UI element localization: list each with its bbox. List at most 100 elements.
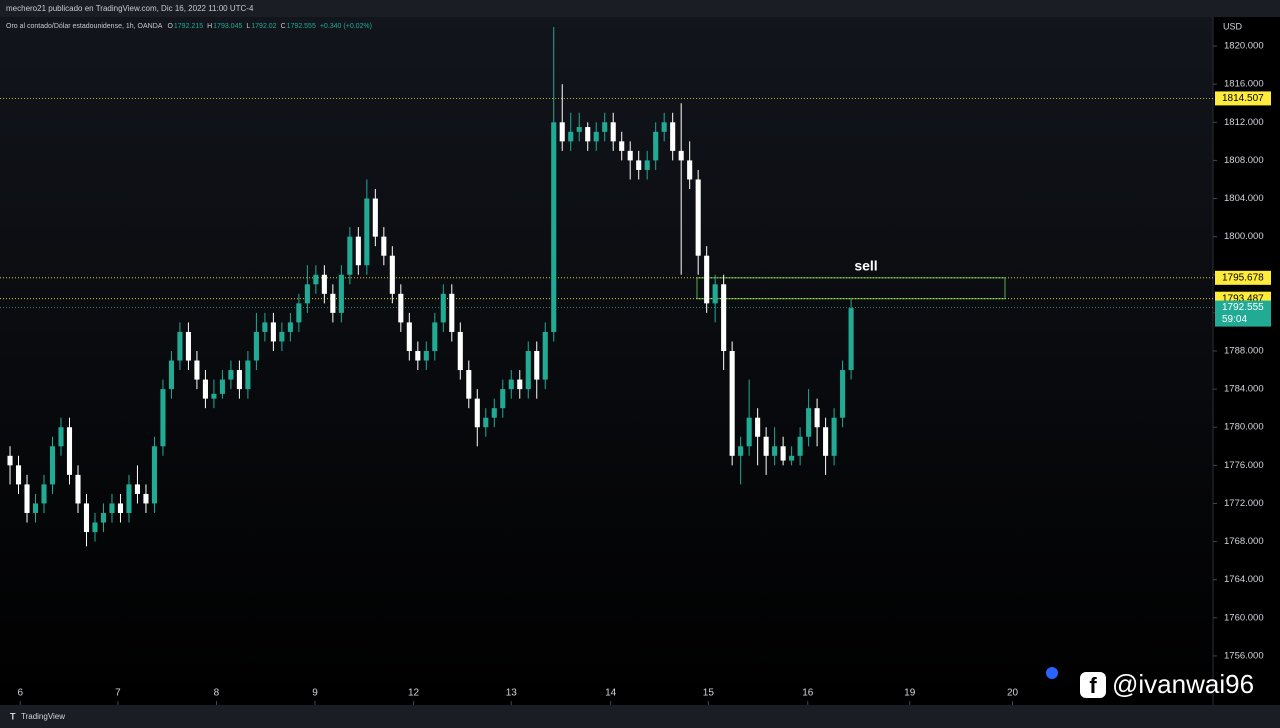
candle-body — [440, 293, 446, 323]
candle-body — [83, 503, 90, 533]
candle-body — [602, 122, 608, 132]
candle-body — [313, 274, 319, 285]
y-tick-label: 1760.000 — [1224, 612, 1264, 623]
last-price-bg — [1215, 300, 1271, 327]
y-tick-label: 1812.000 — [1224, 117, 1264, 128]
candle-body — [636, 160, 642, 170]
candle-body — [270, 322, 276, 342]
candle-body — [381, 236, 387, 256]
level-label-bg — [1215, 91, 1271, 106]
candle-body — [806, 408, 812, 437]
candle-body — [831, 417, 837, 456]
candle-body — [75, 474, 81, 504]
candle-body — [24, 484, 30, 513]
candle-body — [304, 284, 310, 304]
candle-body — [491, 408, 497, 418]
level-label: 1793.487 — [1222, 293, 1264, 304]
candle-body — [789, 455, 795, 461]
candle-body — [109, 503, 115, 513]
y-tick-label: 1772.000 — [1224, 498, 1264, 509]
candle-body — [58, 427, 64, 447]
fb-letter: f — [1089, 673, 1097, 698]
candle-body — [653, 131, 659, 161]
x-tick-label: 16 — [802, 688, 814, 699]
candle-body — [840, 370, 846, 418]
currency: USD — [1223, 21, 1243, 31]
legend-value: 1793.045 — [213, 23, 242, 30]
candle-body — [449, 293, 455, 332]
candle-body — [508, 379, 514, 390]
x-tick-label: 6 — [17, 688, 23, 699]
candle-body — [117, 503, 124, 513]
candle-body — [712, 284, 718, 304]
candle-body — [151, 446, 157, 504]
candle-body — [687, 160, 693, 180]
legend-key: O — [167, 23, 173, 30]
candle-body — [474, 398, 480, 428]
candle-body — [415, 350, 421, 361]
candle-body — [134, 484, 141, 494]
candle-body — [780, 446, 786, 461]
candle-body — [525, 350, 531, 390]
x-tick-label: 8 — [214, 688, 220, 699]
candle-body — [619, 141, 625, 151]
legend-key: L — [246, 23, 250, 30]
legend-key: H — [207, 23, 212, 30]
candle-body — [432, 322, 438, 351]
footer-brand: TradingView — [21, 712, 65, 721]
y-tick-label: 1780.000 — [1224, 422, 1264, 433]
x-tick-label: 20 — [1007, 688, 1019, 699]
countdown: 59:04 — [1222, 314, 1247, 325]
candle-body — [823, 427, 829, 456]
candle-body — [185, 331, 191, 361]
candle-body — [228, 370, 234, 380]
candle-body — [576, 127, 582, 132]
candle-body — [738, 446, 744, 456]
candle-body — [279, 331, 285, 342]
tv-logo: T — [10, 711, 16, 721]
legend-value: 1792.555 — [287, 23, 316, 30]
candle-body — [610, 122, 616, 142]
candle-body — [330, 293, 336, 313]
candle-body — [755, 417, 761, 437]
plot-area — [0, 17, 1213, 705]
candle-body — [219, 379, 225, 394]
candle-body — [92, 522, 98, 533]
x-tick-label: 14 — [605, 688, 617, 699]
candle-body — [457, 331, 463, 371]
y-tick-label: 1804.000 — [1224, 193, 1264, 204]
candle-body — [483, 417, 489, 428]
candle-body — [398, 293, 404, 323]
candle-body — [534, 350, 540, 380]
candle-body — [364, 198, 370, 266]
candle-body — [406, 322, 412, 351]
candle-body — [202, 379, 208, 399]
candle-body — [389, 255, 395, 294]
candle-body — [338, 274, 344, 313]
legend-symbol: Oro al contado/Dólar estadounidense, 1h,… — [6, 23, 163, 30]
y-tick-label: 1820.000 — [1224, 41, 1264, 52]
candle-body — [49, 446, 56, 485]
fb-icon — [1080, 672, 1106, 698]
candle-body — [126, 484, 132, 513]
candle-body — [177, 331, 183, 361]
y-tick-label: 1756.000 — [1224, 650, 1264, 661]
level-label-bg — [1215, 270, 1271, 285]
candle-body — [211, 393, 217, 399]
candle-body — [670, 122, 676, 151]
candle-body — [287, 322, 293, 332]
flag-icon — [1046, 667, 1058, 679]
x-tick-label: 19 — [904, 688, 916, 699]
candle-body — [593, 131, 599, 142]
candle-body — [66, 427, 73, 475]
level-label: 1795.678 — [1222, 272, 1264, 283]
x-tick-label: 9 — [312, 688, 318, 699]
zone-label: sell — [854, 258, 877, 274]
y-tick-label: 1764.000 — [1224, 574, 1264, 585]
y-tick-label: 1816.000 — [1224, 79, 1264, 90]
candle-body — [355, 236, 361, 266]
candle-body — [423, 350, 429, 361]
candle-body — [347, 236, 353, 275]
